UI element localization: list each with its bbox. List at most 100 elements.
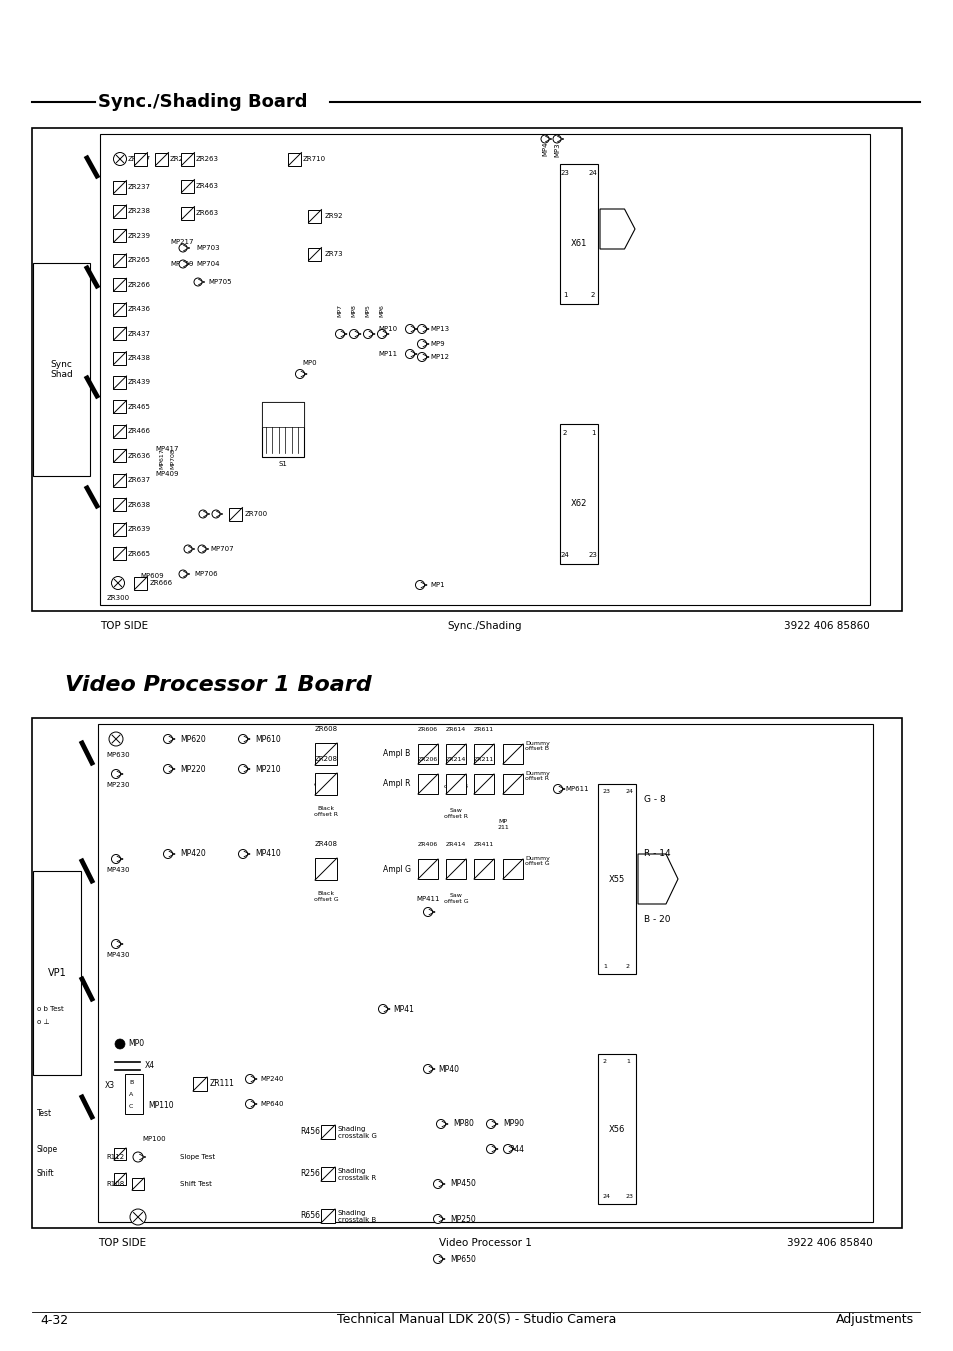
Text: 24: 24 [588,170,597,176]
Text: C: C [129,1104,133,1109]
Text: R456: R456 [299,1128,319,1136]
Bar [113,230,127,242]
Text: ZR211: ZR211 [474,757,494,762]
Text: Test: Test [37,1109,52,1119]
Text: ZR463: ZR463 [195,182,219,189]
Text: ZR411: ZR411 [474,842,494,847]
Text: Sync./Shading Board: Sync./Shading Board [98,93,307,111]
Text: Shading
crosstalk G: Shading crosstalk G [337,1125,376,1139]
Text: X61: X61 [570,239,587,249]
Bar [32,717,901,1228]
Text: MP0: MP0 [128,1039,144,1048]
Text: 2: 2 [602,1059,606,1065]
Circle shape [486,1144,495,1154]
Text: TOP SIDE: TOP SIDE [98,1238,146,1248]
Circle shape [436,1120,445,1128]
Text: MP80: MP80 [453,1120,474,1128]
Bar [113,351,127,365]
Text: ZR637: ZR637 [128,477,151,484]
Text: MP217: MP217 [170,239,193,245]
Text: B - 20: B - 20 [643,915,670,924]
Text: 654321: 654321 [273,407,294,412]
Text: 23: 23 [625,1194,634,1198]
Text: MP411: MP411 [416,896,439,902]
Bar [113,499,127,511]
Bar [262,403,304,427]
Text: ZR111: ZR111 [210,1079,234,1089]
Text: X3: X3 [105,1082,115,1090]
Circle shape [295,370,304,378]
Circle shape [423,908,432,916]
Text: 24: 24 [602,1194,610,1198]
Text: MP640: MP640 [260,1101,283,1106]
Text: ZR663: ZR663 [195,209,219,216]
Bar [132,1178,144,1190]
Text: MP620: MP620 [180,735,206,743]
Circle shape [113,153,127,166]
Text: MP410: MP410 [254,850,280,858]
Text: Video Processor 1 Board: Video Processor 1 Board [65,676,372,694]
Circle shape [553,135,560,143]
Text: Black
offset B: Black offset B [314,775,337,786]
Text: ZR611: ZR611 [474,727,494,732]
Text: ZR439: ZR439 [128,380,151,385]
Text: 1: 1 [625,1059,629,1065]
Circle shape [163,735,172,743]
Text: ZR238: ZR238 [128,208,151,215]
Text: ZR266: ZR266 [128,282,151,288]
Circle shape [417,339,426,349]
Circle shape [112,939,120,948]
Text: ZR73: ZR73 [325,251,343,257]
Bar [474,774,494,794]
Text: MP6: MP6 [379,304,384,317]
Text: ZR665: ZR665 [128,551,151,557]
Circle shape [335,330,344,339]
Text: Black
offset G: Black offset G [314,892,338,902]
Text: MP409: MP409 [154,471,178,477]
Text: Slope Test: Slope Test [180,1154,214,1161]
Text: 1: 1 [602,965,606,969]
Bar [113,376,127,389]
Bar [502,774,522,794]
Bar [113,450,127,462]
Text: Shift Test: Shift Test [180,1181,212,1188]
Text: MP420: MP420 [180,850,206,858]
Circle shape [109,732,123,746]
Bar [181,207,194,219]
Text: MP650: MP650 [450,1255,476,1263]
Text: ZR236: ZR236 [170,155,193,162]
Text: 24: 24 [625,789,634,794]
Circle shape [486,1120,495,1128]
Text: MP210: MP210 [254,765,280,774]
Circle shape [378,1005,387,1013]
Text: ZR208: ZR208 [314,757,337,762]
Circle shape [417,353,426,362]
Text: MP0: MP0 [302,359,316,366]
Bar [230,508,242,520]
Circle shape [349,330,358,339]
Text: 3922 406 85860: 3922 406 85860 [783,621,869,631]
Text: MP44: MP44 [502,1144,523,1154]
Text: MP430: MP430 [106,952,130,958]
Bar [113,327,127,340]
Text: MP7: MP7 [337,304,342,317]
Text: MP8: MP8 [351,304,356,317]
Text: MP90: MP90 [502,1120,523,1128]
Circle shape [433,1179,442,1189]
Text: Shading
crosstalk B: Shading crosstalk B [337,1209,375,1223]
Circle shape [503,1144,512,1154]
Text: MP704: MP704 [195,261,219,267]
Text: ZR636: ZR636 [128,453,151,459]
Bar [559,424,598,563]
Circle shape [377,330,386,339]
Text: 23: 23 [560,170,569,176]
Text: Shift: Shift [37,1170,54,1178]
Text: MP1: MP1 [430,582,444,588]
Bar [474,859,494,880]
Text: ZR408: ZR408 [314,842,337,847]
Text: R108: R108 [107,1181,125,1188]
Text: VP1: VP1 [48,969,67,978]
Text: MP611: MP611 [564,786,588,792]
Circle shape [553,785,562,793]
Text: ZR438: ZR438 [128,355,151,361]
